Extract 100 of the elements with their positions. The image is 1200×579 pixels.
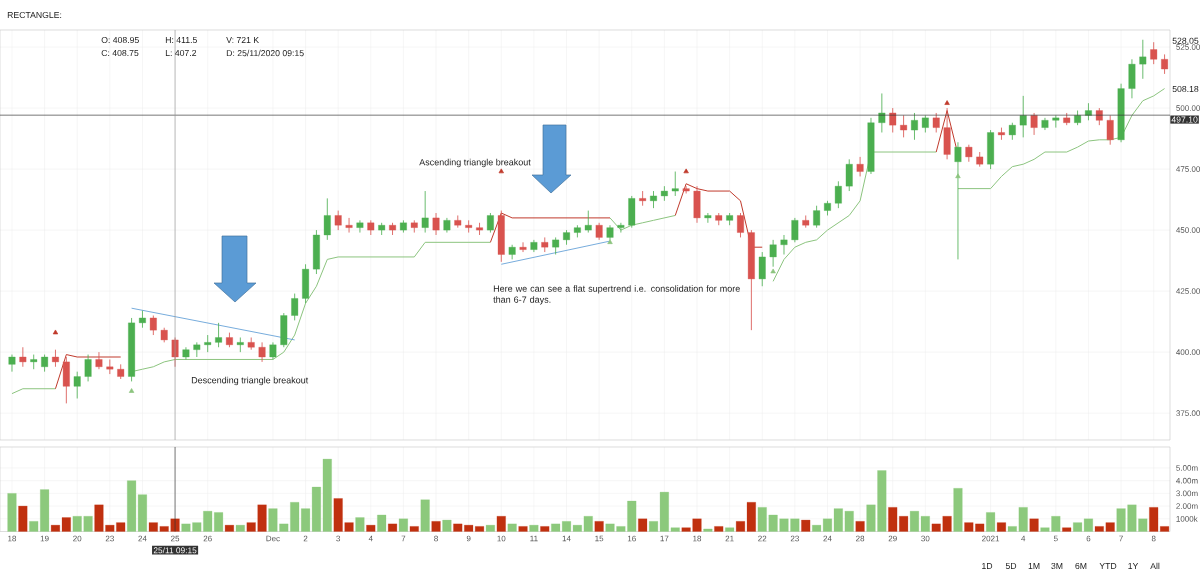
bar xyxy=(540,526,550,532)
x-tick-label: 14 xyxy=(562,535,571,542)
x-tick-label: 30 xyxy=(921,535,930,542)
candlestick xyxy=(106,359,114,375)
candlestick xyxy=(715,212,723,226)
x-tick-label: 7 xyxy=(401,535,406,542)
candlestick xyxy=(486,212,494,233)
bar xyxy=(442,519,452,532)
candlestick xyxy=(313,229,320,275)
x-tick-label: 10 xyxy=(497,535,506,542)
candlestick xyxy=(8,354,16,373)
bar xyxy=(224,525,234,532)
x-tick-label: 24 xyxy=(823,535,832,542)
candlestick xyxy=(747,229,755,331)
bar xyxy=(518,526,528,532)
candlestick xyxy=(269,341,277,360)
bar xyxy=(377,514,387,532)
point xyxy=(498,168,504,174)
bar xyxy=(7,493,17,532)
candlestick xyxy=(671,171,679,197)
bar xyxy=(986,512,996,532)
x-tick-label: 5 xyxy=(1053,535,1058,542)
candlestick xyxy=(954,141,962,260)
point xyxy=(770,268,776,274)
bar xyxy=(725,527,735,532)
candlestick xyxy=(226,332,233,348)
candlestick xyxy=(704,212,712,224)
bar xyxy=(638,518,648,532)
y-tick-label: 2.00m xyxy=(1176,503,1198,509)
y-tick-label: 425.00 xyxy=(1176,288,1200,294)
bar xyxy=(1062,527,1072,532)
annotation: C: 408.75 xyxy=(101,49,139,57)
x-tick-label: 26 xyxy=(203,535,212,542)
x-tick-label: 2021 xyxy=(982,535,1000,542)
candlestick xyxy=(932,112,940,133)
bar xyxy=(703,528,713,532)
candlestick xyxy=(758,251,766,287)
x-tick-label: 23 xyxy=(105,535,114,542)
point xyxy=(683,168,689,174)
candlestick xyxy=(900,114,908,138)
y-tick-label: 1000k xyxy=(1176,515,1198,522)
candlestick xyxy=(834,180,842,209)
candlestick xyxy=(845,158,853,192)
candlestick xyxy=(432,212,440,236)
candlestick xyxy=(682,185,690,194)
annotation: L: 407.2 xyxy=(165,49,197,57)
x-tick-label: 2 xyxy=(303,535,308,542)
candlestick xyxy=(1161,53,1168,75)
candlestick xyxy=(813,205,821,229)
bar xyxy=(855,521,865,532)
text: 508.18 xyxy=(1172,85,1199,93)
candlestick xyxy=(149,315,157,336)
annotation: Ascending triangle breakout xyxy=(419,158,531,168)
candlestick xyxy=(965,144,973,163)
text: 1D xyxy=(982,563,993,569)
text: 6M xyxy=(1075,562,1087,570)
ref-line-label: 497.10 xyxy=(1171,116,1198,123)
x-tick-label: 16 xyxy=(627,535,636,542)
text: 3M xyxy=(1051,562,1063,570)
x-tick-label: 21 xyxy=(725,535,734,542)
candlestick xyxy=(236,337,244,353)
candlestick xyxy=(465,219,473,233)
y-tick-label: 5.00m xyxy=(1176,465,1198,471)
candlestick xyxy=(563,229,570,246)
bar xyxy=(355,517,365,532)
annotation: O: 408.95 xyxy=(101,36,139,44)
y-tick-label: 375.00 xyxy=(1176,410,1200,416)
bar xyxy=(801,519,811,532)
candlestick xyxy=(998,127,1005,141)
candlestick xyxy=(410,219,418,233)
bar xyxy=(996,522,1006,532)
candlestick xyxy=(345,217,353,233)
candlestick xyxy=(911,112,918,141)
candlestick xyxy=(606,224,614,241)
candlestick xyxy=(73,371,81,399)
candlestick xyxy=(204,334,212,353)
point xyxy=(955,173,961,179)
text: 1Y xyxy=(1128,563,1139,569)
x-tick-label: 20 xyxy=(73,535,82,542)
text: 528.05 xyxy=(1172,37,1199,44)
text: 5D xyxy=(1005,562,1017,569)
candlestick xyxy=(530,239,538,253)
candlestick xyxy=(1106,114,1114,146)
candlestick xyxy=(856,156,864,177)
candlestick xyxy=(617,222,625,233)
candlestick xyxy=(1019,95,1027,138)
annotation: Descending triangle breakout xyxy=(191,376,309,386)
bar xyxy=(235,525,245,532)
x-tick-label: 28 xyxy=(856,535,865,542)
candlestick xyxy=(160,327,168,343)
point xyxy=(128,388,135,393)
bar xyxy=(420,499,430,532)
candlestick xyxy=(291,293,299,321)
text: 1M xyxy=(1028,563,1040,569)
candlestick xyxy=(541,237,549,253)
candlestick xyxy=(824,200,831,216)
candlestick xyxy=(976,151,984,168)
y-tick-label: 525.00 xyxy=(1176,44,1200,50)
candlestick xyxy=(921,114,929,133)
candlestick xyxy=(1063,112,1071,126)
